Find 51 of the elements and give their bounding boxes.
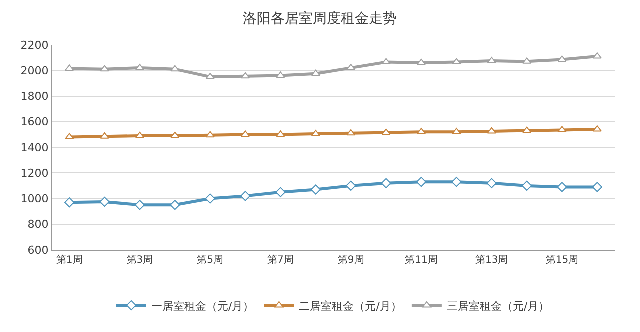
- y-tick-label: 1200: [20, 166, 49, 180]
- y-tick-label: 800: [28, 218, 49, 232]
- chart-title: 洛阳各居室周度租金走势: [243, 11, 397, 28]
- point: [416, 58, 426, 66]
- x-tick-label: 第5周: [197, 254, 224, 266]
- point: [276, 187, 286, 198]
- legend-label: 三居室租金（元/月）: [446, 300, 550, 313]
- x-tick-label: 第7周: [268, 254, 294, 266]
- y-tick-label: 2200: [20, 38, 49, 52]
- y-tick-label: 1600: [20, 116, 49, 129]
- x-tick-label: 第13周: [475, 254, 508, 266]
- y-tick-label: 1400: [20, 141, 49, 154]
- point: [311, 70, 320, 76]
- point: [522, 180, 532, 191]
- point: [416, 177, 427, 188]
- y-tick-label: 1000: [20, 192, 49, 206]
- point: [170, 65, 180, 72]
- point: [382, 128, 391, 136]
- point: [487, 127, 496, 134]
- point: [135, 132, 145, 138]
- point: [100, 196, 110, 207]
- point: [170, 132, 180, 138]
- point: [206, 131, 215, 138]
- point: [346, 180, 356, 191]
- point: [452, 58, 462, 65]
- point: [346, 129, 356, 136]
- point: [557, 182, 568, 192]
- point: [382, 58, 391, 65]
- y-tick-label: 600: [28, 244, 49, 257]
- point: [205, 194, 216, 204]
- point: [170, 200, 180, 210]
- point: [592, 182, 602, 192]
- legend-label: 一居室租金（元/月）: [152, 300, 254, 313]
- point: [64, 198, 75, 208]
- point: [310, 184, 321, 195]
- point: [381, 178, 392, 188]
- point: [134, 200, 146, 210]
- legend-label: 二居室租金（元/月）: [299, 300, 402, 313]
- y-tick-label: 1800: [20, 90, 49, 104]
- point: [240, 191, 251, 202]
- point: [486, 178, 497, 188]
- x-tick-label: 第15周: [546, 254, 579, 266]
- point: [452, 177, 462, 188]
- x-tick-label: 第1周: [56, 254, 83, 266]
- x-tick-label: 第3周: [126, 254, 154, 266]
- point: [240, 72, 250, 79]
- point: [100, 65, 110, 72]
- y-tick-label: 2000: [20, 64, 49, 78]
- x-tick-label: 第11周: [405, 254, 438, 266]
- x-tick-label: 第9周: [338, 254, 364, 266]
- point: [522, 126, 532, 134]
